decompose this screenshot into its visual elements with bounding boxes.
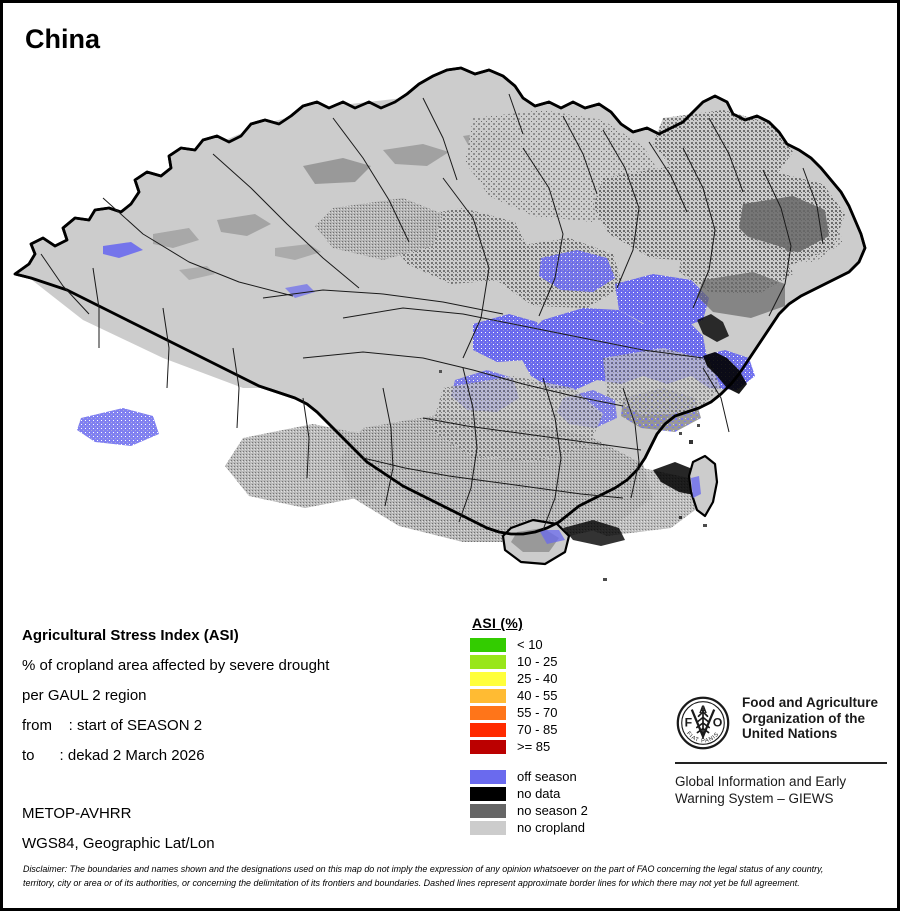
map-source-block: METOP-AVHRR WGS84, Geographic Lat/Lon [22, 799, 215, 859]
fao-organization-name: Food and Agriculture Organization of the… [742, 695, 878, 741]
fao-logo-icon: F A O FIAT PANIS [676, 696, 730, 750]
legend-class-label: 70 - 85 [517, 721, 558, 737]
legend-class-row[interactable]: >= 85 [470, 738, 650, 755]
legend-special-list: off season no data no season 2 no cropland [470, 768, 650, 836]
legend-special-row[interactable]: off season [470, 768, 650, 785]
national-boundary [13, 66, 867, 536]
legend-class-list: < 10 10 - 25 25 - 40 40 - 55 55 - 70 70 - 85 >… [470, 636, 650, 755]
legend-class-swatch [470, 637, 506, 652]
legend-special-swatch [470, 820, 506, 835]
asi-heading: Agricultural Stress Index (ASI) [22, 627, 239, 644]
fao-divider [675, 762, 887, 764]
disclaimer-text: Disclaimer: The boundaries and names sho… [23, 864, 824, 888]
legend-special-row[interactable]: no cropland [470, 819, 650, 836]
legend-class-label: 25 - 40 [517, 670, 558, 686]
svg-text:F: F [685, 715, 693, 729]
legend-special-label: no season 2 [517, 802, 588, 818]
legend-class-row[interactable]: < 10 [470, 636, 650, 653]
offshore-islands [439, 370, 707, 581]
legend-class-swatch [470, 739, 506, 754]
asi-aggregation: per GAUL 2 region [22, 687, 147, 704]
legend-class-swatch [470, 671, 506, 686]
legend-class-swatch [470, 688, 506, 703]
legend-class-row[interactable]: 70 - 85 [470, 721, 650, 738]
map-legend: ASI (%) < 10 10 - 25 25 - 40 40 - 55 55 - 70… [470, 615, 650, 836]
giews-programme-name: Global Information and Early Warning Sys… [675, 774, 847, 806]
legend-special-swatch [470, 769, 506, 784]
legend-class-row[interactable]: 40 - 55 [470, 687, 650, 704]
projection-label: WGS84, Geographic Lat/Lon [22, 835, 215, 852]
legend-class-swatch [470, 722, 506, 737]
legend-special-label: off season [517, 768, 577, 784]
legend-class-row[interactable]: 25 - 40 [470, 670, 650, 687]
region-northeast [679, 172, 845, 318]
taiwan-island [687, 454, 719, 518]
map-info-block: Agricultural Stress Index (ASI) % of cro… [22, 621, 452, 771]
sensor-label: METOP-AVHRR [22, 805, 132, 822]
legend-spacer [470, 755, 650, 768]
asi-description: % of cropland area affected by severe dr… [22, 657, 330, 674]
legend-class-label: 55 - 70 [517, 704, 558, 720]
svg-text:A: A [699, 704, 707, 716]
legend-class-row[interactable]: 10 - 25 [470, 653, 650, 670]
legend-class-row[interactable]: 55 - 70 [470, 704, 650, 721]
legend-class-swatch [470, 654, 506, 669]
hainan-island [501, 518, 571, 566]
legend-class-label: < 10 [517, 636, 543, 652]
legend-class-label: 10 - 25 [517, 653, 558, 669]
legend-special-row[interactable]: no season 2 [470, 802, 650, 819]
period-from: from : start of SEASON 2 [22, 717, 203, 734]
svg-text:O: O [713, 715, 723, 729]
legend-special-row[interactable]: no data [470, 785, 650, 802]
page-title: China [25, 24, 101, 54]
admin-boundaries [40, 93, 824, 531]
legend-special-swatch [470, 786, 506, 801]
china-asi-map[interactable] [3, 58, 897, 603]
legend-class-swatch [470, 705, 506, 720]
legend-special-label: no cropland [517, 819, 585, 835]
legend-title: ASI (%) [472, 615, 524, 631]
legend-special-swatch [470, 803, 506, 818]
legend-class-label: >= 85 [517, 738, 551, 754]
legend-special-label: no data [517, 785, 561, 801]
map-canvas[interactable] [3, 58, 897, 603]
coastal-no-data [563, 314, 747, 546]
period-to: to : dekad 2 March 2026 [22, 747, 205, 764]
legend-class-label: 40 - 55 [517, 687, 558, 703]
fao-branding: F A O FIAT PANIS Food and Agriculture Or… [675, 695, 887, 807]
